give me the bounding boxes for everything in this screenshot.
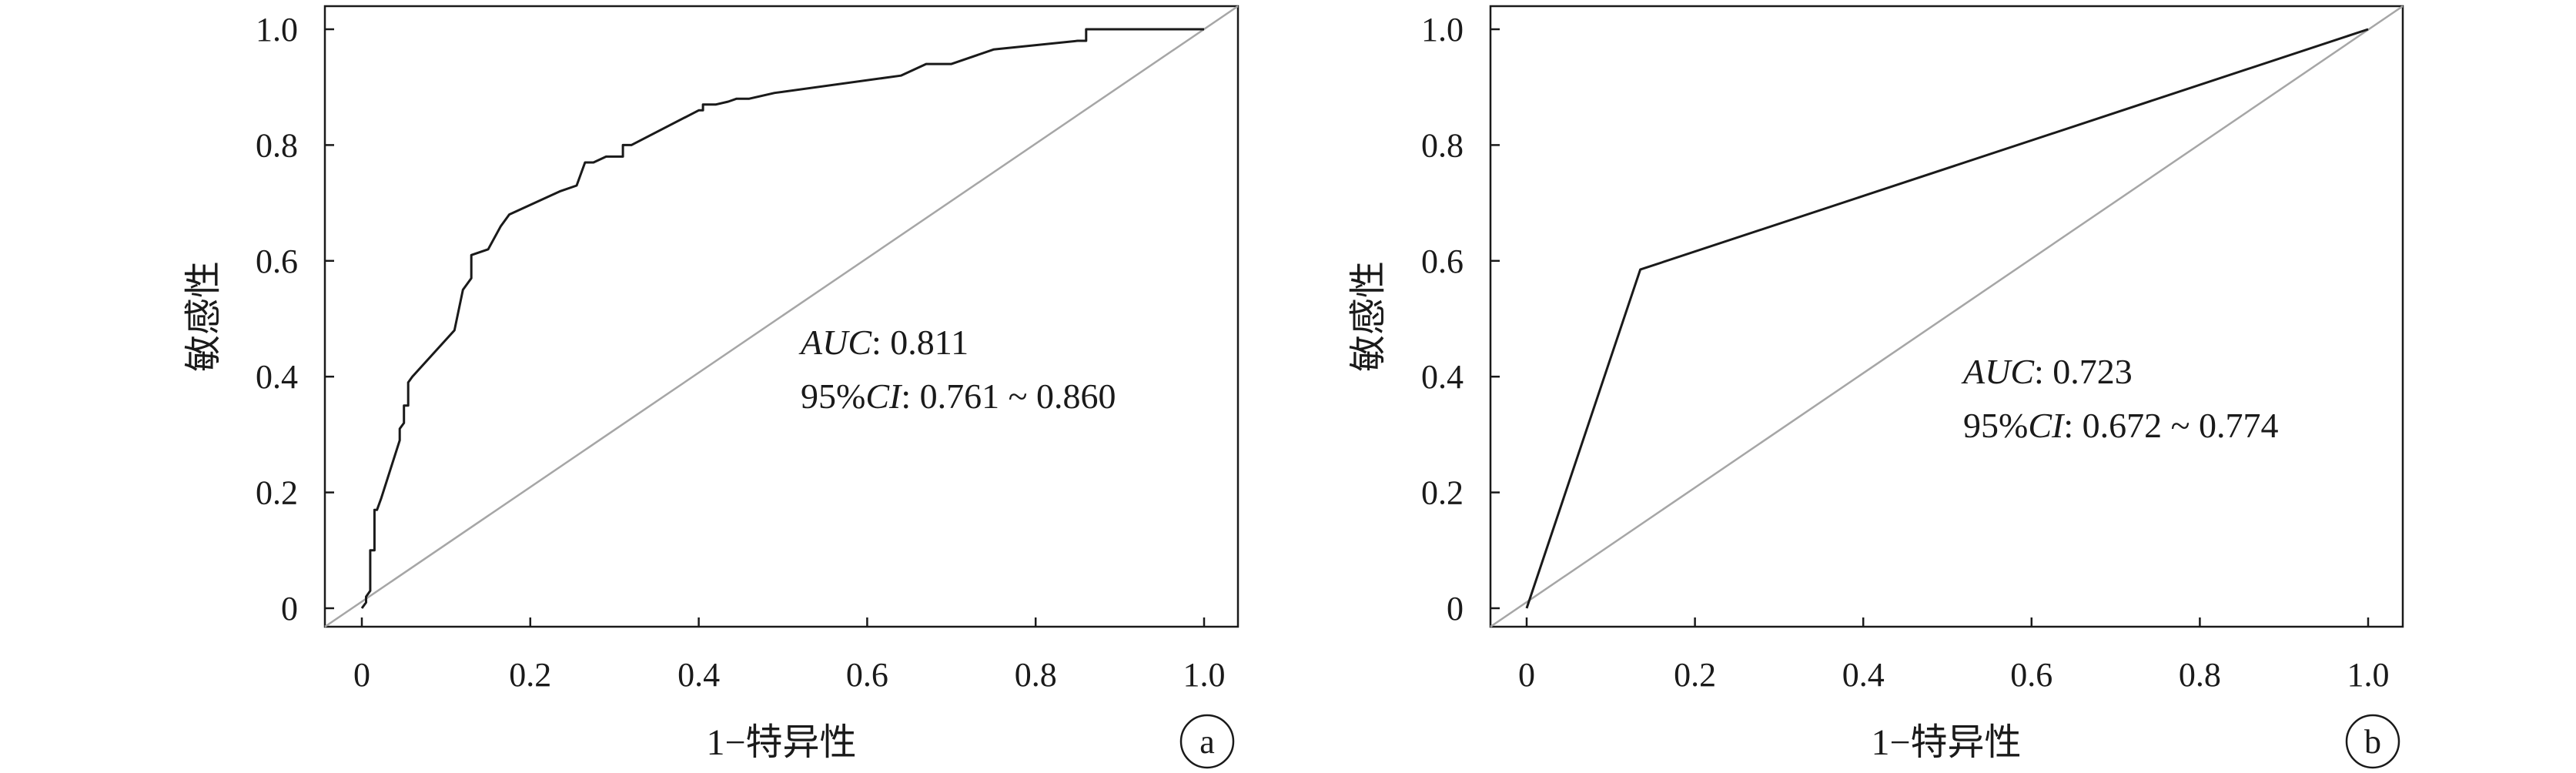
plot-frame-b [1489, 5, 2404, 628]
x-tick-label: 1.0 [2347, 656, 2390, 694]
reference-diagonal-b [1490, 5, 2404, 628]
panel-tag-circle-b [2345, 714, 2400, 769]
auc-value-b: : 0.723 [2034, 352, 2133, 391]
panel-tag-circle-a [1179, 714, 1235, 769]
y-tick-label: 0.6 [1421, 243, 1464, 280]
y-axis-title-a: 敏感性 [183, 261, 224, 372]
panel-tag-a: a [1199, 723, 1215, 761]
y-axis-title-b: 敏感性 [1348, 261, 1389, 372]
y-tick-label: 1.0 [256, 11, 298, 49]
x-tick-label: 0.6 [846, 656, 888, 694]
y-ticks-a: 0 0.2 0.4 0.6 0.8 1.0 [256, 11, 334, 627]
roc-curve-b [1525, 28, 2369, 609]
y-tick-label: 0.8 [1421, 126, 1464, 164]
reference-diagonal-a [324, 5, 1239, 628]
y-tick-label: 0 [281, 590, 298, 627]
y-tick-label: 0.8 [256, 126, 298, 164]
ci-prefix-a: 95% [801, 376, 865, 416]
panel-a: 0 0.2 0.4 0.6 0.8 1.0 00.20.40.60.81.0 1−特异性 … [183, 5, 1239, 769]
x-tick-label: 1.0 [1183, 656, 1226, 694]
x-axis-title-a: 1−特异性 [706, 722, 856, 763]
x-ticks-b: 0 0.2 0.4 0.6 0.8 1.0 [1518, 617, 2390, 694]
x-tick-label: 0.6 [2010, 656, 2052, 694]
x-tick-label: 0 [353, 656, 370, 694]
x-tick-label: 0.4 [1842, 656, 1885, 694]
plot-frame-a [323, 5, 1239, 628]
x-tick-label: 0.4 [677, 656, 720, 694]
auc-value-a: : 0.811 [871, 323, 969, 362]
auc-label-b: AUC [1961, 352, 2035, 391]
y-tick-label: 1.0 [1421, 11, 1464, 49]
x-tick-label: 0.8 [2179, 656, 2221, 694]
ci-annotation-a: 95%CI: 0.761 ~ 0.860 [801, 376, 1116, 416]
ci-label-b: CI [2028, 406, 2066, 445]
panel-b: 0 0.2 0.4 0.6 0.8 1.0 00.20.40.60.81.0 1−特异性 … [1348, 5, 2404, 769]
roc-curve-a [360, 28, 1204, 609]
ci-annotation-b: 95%CI: 0.672 ~ 0.774 [1963, 406, 2279, 445]
x-tick-label: 0.2 [1674, 656, 1716, 694]
y-tick-label: 0.4 [256, 358, 298, 396]
y-tick-label: 0 [1447, 590, 1464, 627]
panel-tag-b: b [2364, 723, 2381, 761]
ci-value-b: : 0.672 ~ 0.774 [2063, 406, 2278, 445]
x-tick-label: 0 [1518, 656, 1535, 694]
y-tick-label: 0.6 [256, 243, 298, 280]
y-ticks-b: 0 0.2 0.4 0.6 0.8 1.0 [1421, 11, 1500, 627]
ci-label-a: CI [865, 376, 903, 416]
x-ticks-a: 0 0.2 0.4 0.6 0.8 1.0 [353, 617, 1226, 694]
x-axis-title-b: 1−特异性 [1871, 722, 2021, 763]
auc-label-a: AUC [798, 323, 872, 362]
y-tick-label: 0.2 [256, 474, 298, 512]
auc-annotation-b: AUC: 0.723 [1961, 352, 2133, 391]
auc-annotation-a: AUC: 0.811 [798, 323, 969, 362]
x-tick-label: 0.2 [509, 656, 551, 694]
x-tick-label: 0.8 [1015, 656, 1057, 694]
ci-value-a: : 0.761 ~ 0.860 [901, 376, 1116, 416]
y-tick-label: 0.4 [1421, 358, 1464, 396]
y-tick-label: 0.2 [1421, 474, 1464, 512]
ci-prefix-b: 95% [1963, 406, 2028, 445]
